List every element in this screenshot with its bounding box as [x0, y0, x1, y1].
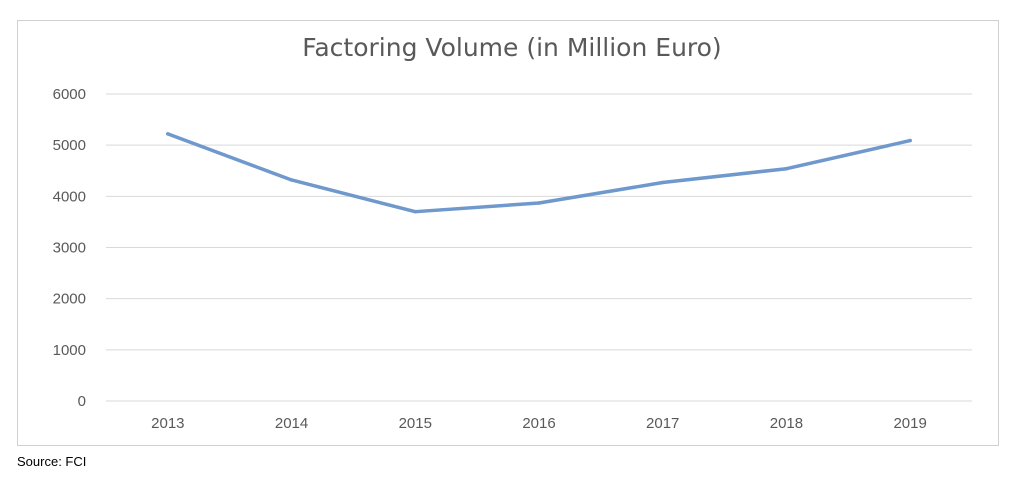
data-point [908, 138, 912, 143]
data-point [784, 166, 789, 171]
data-point [289, 178, 294, 182]
chart-title: Factoring Volume (in Million Euro) [302, 33, 722, 62]
x-tick-label: 2015 [399, 415, 432, 432]
y-tick-label: 4000 [53, 188, 86, 205]
y-tick-label: 6000 [53, 86, 86, 103]
y-tick-label: 1000 [53, 342, 86, 359]
x-axis-ticks: 2013 2014 2015 2016 2017 2018 2019 [151, 415, 927, 432]
gridlines [106, 93, 972, 402]
x-tick-label: 2019 [893, 415, 926, 432]
series-layer [166, 132, 912, 214]
chart-frame [17, 20, 999, 446]
source-note: Source: FCI [17, 454, 87, 469]
y-tick-label: 2000 [53, 291, 86, 308]
data-point [413, 209, 418, 214]
x-tick-label: 2017 [646, 415, 679, 432]
y-tick-label: 3000 [53, 240, 86, 257]
x-tick-label: 2013 [151, 415, 184, 432]
y-tick-label: 0 [78, 393, 86, 410]
data-point [166, 132, 170, 136]
y-tick-label: 5000 [53, 137, 86, 154]
x-tick-label: 2014 [275, 415, 308, 432]
y-axis-ticks: 0 1000 2000 3000 4000 5000 6000 [53, 86, 86, 410]
data-point [660, 180, 665, 185]
data-point [537, 201, 541, 205]
x-tick-label: 2016 [522, 415, 555, 432]
x-tick-label: 2018 [770, 415, 803, 432]
